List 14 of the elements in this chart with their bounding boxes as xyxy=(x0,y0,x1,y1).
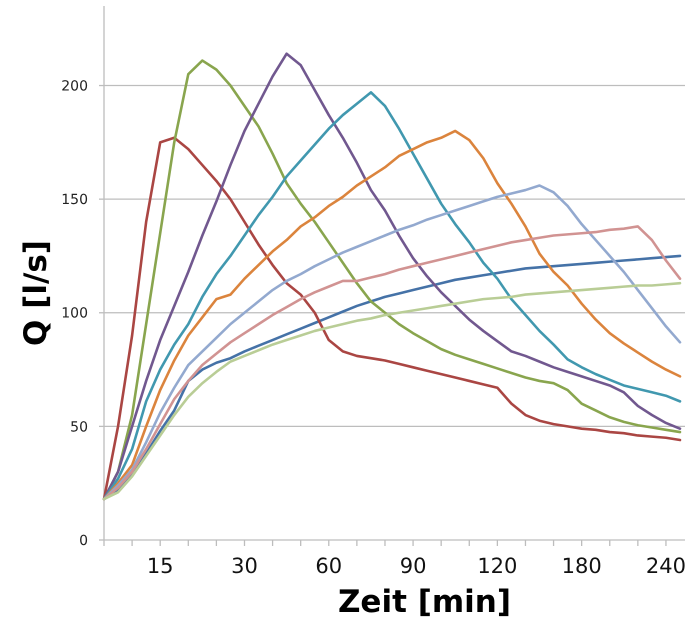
y-tick-label: 50 xyxy=(70,419,88,436)
x-tick-label: 180 xyxy=(562,554,602,578)
x-tick-label: 15 xyxy=(146,554,174,578)
x-tick-label: 120 xyxy=(477,554,518,578)
y-tick-label: 0 xyxy=(79,532,88,549)
x-axis-title: Zeit [min] xyxy=(338,584,512,620)
y-tick-label: 150 xyxy=(61,192,88,208)
y-tick-label: 100 xyxy=(61,306,88,322)
y-axis-title: Q [l/s] xyxy=(18,240,54,346)
x-tick-label: 30 xyxy=(231,554,258,578)
x-tick-label: 240 xyxy=(646,554,685,578)
x-tick-label: 60 xyxy=(315,554,342,578)
x-tick-label: 90 xyxy=(400,554,426,578)
y-tick-label: 200 xyxy=(61,78,88,94)
